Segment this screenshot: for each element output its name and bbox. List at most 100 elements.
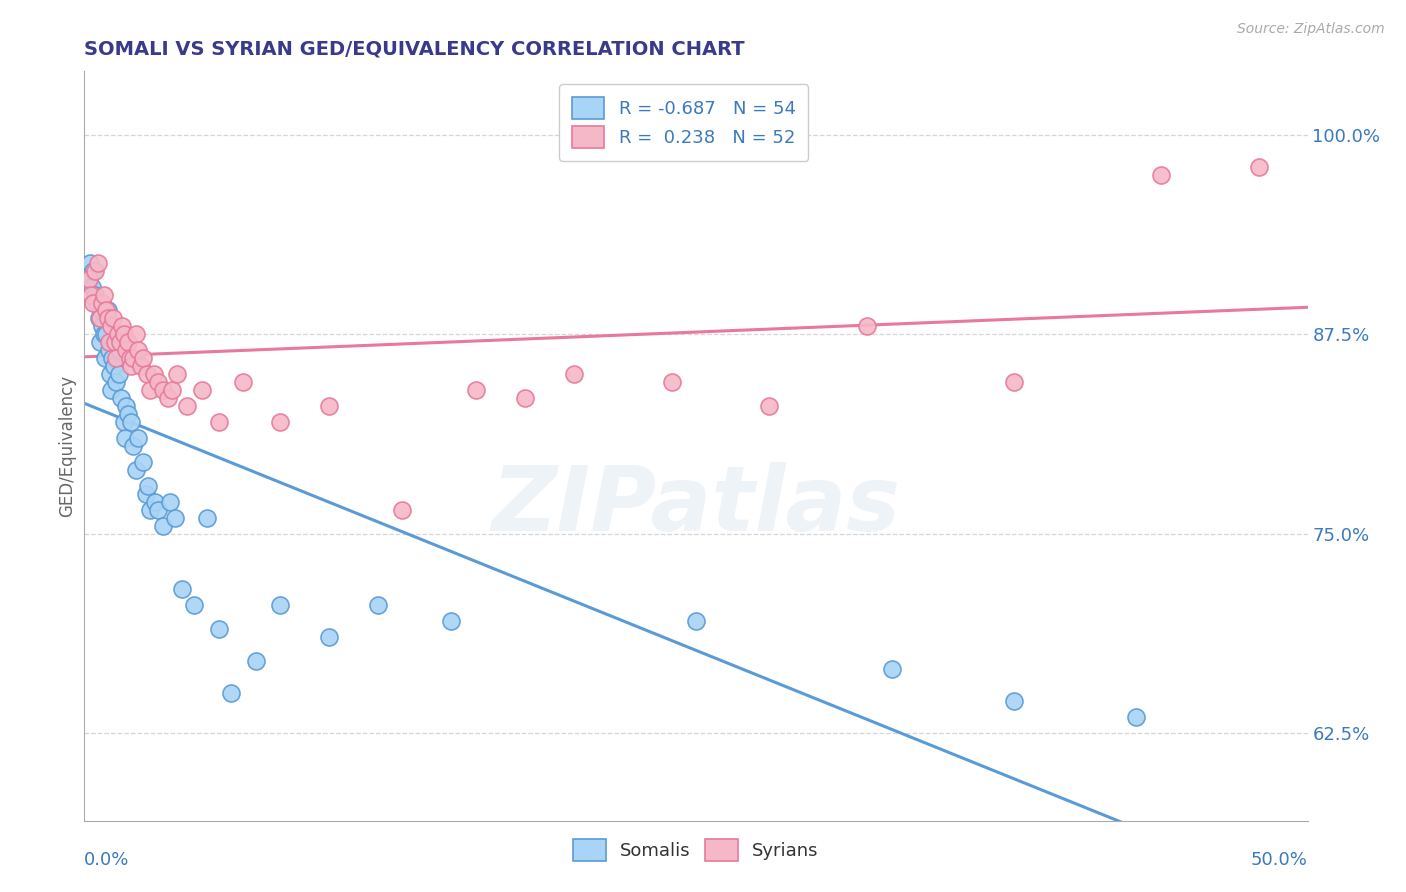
Text: 0.0%: 0.0%: [84, 851, 129, 869]
Legend: Somalis, Syrians: Somalis, Syrians: [567, 831, 825, 868]
Point: [93, 327, 115, 342]
Point: [77, 271, 100, 285]
Point: [80, 287, 103, 301]
Point: [440, 615, 463, 629]
Point: [84, 263, 107, 277]
Point: [232, 376, 254, 390]
Point: [101, 351, 124, 366]
Point: [318, 399, 340, 413]
Point: [103, 311, 125, 326]
Point: [132, 351, 155, 366]
Point: [80, 279, 103, 293]
Point: [1002, 376, 1025, 390]
Point: [97, 343, 120, 358]
Point: [107, 327, 129, 342]
Point: [103, 359, 125, 374]
Point: [100, 383, 122, 397]
Point: [195, 510, 218, 524]
Point: [176, 399, 198, 413]
Point: [79, 255, 101, 269]
Text: SOMALI VS SYRIAN GED/EQUIVALENCY CORRELATION CHART: SOMALI VS SYRIAN GED/EQUIVALENCY CORRELA…: [84, 39, 745, 59]
Point: [367, 599, 389, 613]
Point: [143, 495, 166, 509]
Point: [562, 368, 585, 382]
Point: [120, 415, 142, 429]
Point: [152, 383, 174, 397]
Point: [107, 368, 129, 382]
Point: [94, 351, 117, 366]
Point: [127, 343, 149, 358]
Text: ZIPatlas: ZIPatlas: [492, 462, 900, 550]
Point: [111, 319, 134, 334]
Point: [108, 335, 131, 350]
Point: [269, 599, 291, 613]
Point: [120, 359, 142, 374]
Point: [1150, 168, 1173, 182]
Point: [87, 311, 110, 326]
Point: [97, 311, 120, 326]
Point: [1002, 694, 1025, 708]
Point: [98, 335, 121, 350]
Text: Source: ZipAtlas.com: Source: ZipAtlas.com: [1237, 22, 1385, 37]
Point: [156, 391, 179, 405]
Point: [318, 630, 340, 644]
Point: [159, 495, 181, 509]
Point: [105, 376, 128, 390]
Point: [661, 376, 683, 390]
Point: [129, 359, 152, 374]
Point: [208, 415, 231, 429]
Point: [117, 335, 139, 350]
Point: [183, 599, 205, 613]
Point: [89, 311, 111, 326]
Point: [269, 415, 291, 429]
Point: [115, 399, 138, 413]
Point: [136, 479, 159, 493]
Point: [162, 383, 184, 397]
Point: [86, 295, 108, 310]
Point: [104, 335, 127, 350]
Point: [1247, 160, 1270, 174]
Point: [146, 502, 169, 516]
Point: [82, 263, 104, 277]
Point: [122, 439, 145, 453]
Point: [1125, 710, 1147, 724]
Point: [758, 399, 780, 413]
Point: [125, 463, 148, 477]
Point: [139, 502, 162, 516]
Point: [94, 303, 117, 318]
Point: [513, 391, 536, 405]
Point: [127, 431, 149, 445]
Text: 50.0%: 50.0%: [1251, 851, 1308, 869]
Point: [97, 303, 120, 318]
Point: [146, 376, 169, 390]
Point: [880, 662, 903, 676]
Point: [87, 255, 110, 269]
Point: [685, 615, 707, 629]
Point: [89, 335, 111, 350]
Point: [110, 391, 132, 405]
Point: [82, 295, 104, 310]
Y-axis label: GED/Equivalency: GED/Equivalency: [58, 375, 76, 517]
Point: [100, 319, 122, 334]
Point: [112, 327, 135, 342]
Point: [856, 319, 879, 334]
Point: [391, 502, 413, 516]
Point: [118, 351, 141, 366]
Point: [163, 510, 186, 524]
Point: [91, 295, 114, 310]
Point: [90, 303, 112, 318]
Point: [115, 343, 138, 358]
Point: [219, 686, 242, 700]
Point: [125, 327, 148, 342]
Point: [122, 351, 145, 366]
Point: [91, 319, 114, 334]
Point: [172, 582, 194, 597]
Point: [114, 431, 136, 445]
Point: [152, 518, 174, 533]
Point: [464, 383, 486, 397]
Point: [83, 287, 105, 301]
Point: [112, 415, 135, 429]
Point: [135, 368, 157, 382]
Point: [139, 383, 162, 397]
Point: [143, 368, 166, 382]
